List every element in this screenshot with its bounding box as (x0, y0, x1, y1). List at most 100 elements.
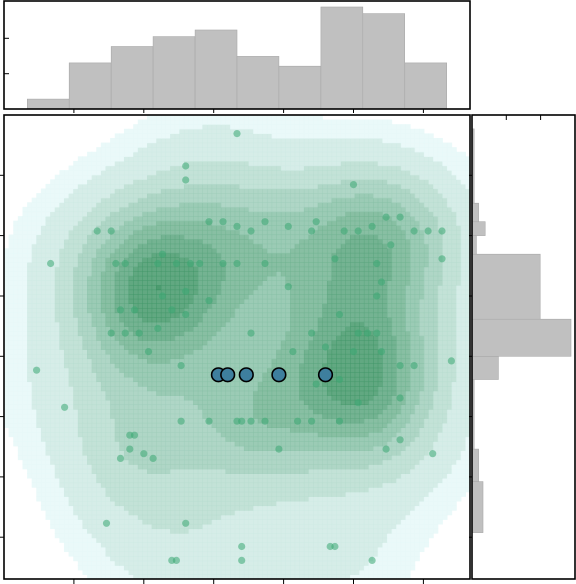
kde-cell (63, 459, 70, 465)
kde-cell (68, 491, 74, 497)
kde-cell (211, 533, 217, 539)
kde-cell (386, 413, 393, 419)
kde-cell (386, 477, 393, 484)
kde-cell (137, 413, 144, 419)
kde-cell (54, 436, 60, 442)
kde-cell (313, 459, 319, 465)
kde-cell (460, 390, 466, 396)
kde-cell (133, 340, 139, 346)
kde-cell (308, 445, 314, 451)
kde-cell (294, 372, 300, 378)
kde-cell (50, 399, 56, 406)
kde-cell (137, 574, 144, 579)
kde-cell (359, 413, 365, 419)
kde-cell (308, 381, 314, 387)
kde-cell (317, 505, 323, 511)
kde-cell (31, 427, 37, 433)
kde-cell (294, 464, 300, 470)
kde-cell (262, 546, 268, 553)
kde-cell (373, 436, 379, 442)
kde-cell (433, 459, 439, 465)
kde-cell (183, 353, 190, 360)
kde-cell (391, 477, 397, 484)
kde-cell (156, 514, 162, 520)
kde-cell (386, 519, 393, 525)
kde-cell (285, 404, 291, 410)
kde-cell (13, 349, 19, 355)
kde-cell (386, 459, 393, 465)
kde-cell (253, 473, 259, 479)
kde-cell (63, 409, 70, 415)
kde-cell (262, 528, 268, 534)
kde-cell (257, 528, 263, 534)
kde-cell (336, 569, 342, 575)
kde-cell (100, 445, 107, 451)
kde-cell (165, 464, 171, 470)
kde-cell (437, 454, 443, 461)
kde-cell (188, 422, 194, 428)
kde-cell (410, 551, 416, 557)
kde-cell (36, 381, 42, 387)
kde-cell (336, 482, 342, 488)
kde-cell (400, 381, 406, 387)
kde-cell (326, 487, 333, 493)
kde-cell (202, 510, 208, 516)
kde-cell (160, 358, 167, 364)
kde-cell (363, 491, 370, 497)
kde-cell (456, 491, 462, 497)
kde-cell (317, 353, 323, 360)
kde-cell (437, 344, 443, 350)
x-hist-bar (404, 62, 447, 110)
kde-cell (294, 560, 300, 566)
kde-cell (243, 381, 250, 387)
kde-cell (276, 344, 282, 350)
kde-cell (133, 523, 139, 530)
kde-cell (40, 363, 47, 369)
kde-cell (299, 422, 305, 428)
kde-cell (4, 340, 10, 346)
kde-cell (137, 487, 144, 493)
kde-cell (211, 491, 217, 497)
kde-cell (216, 546, 222, 553)
kde-cell (437, 427, 443, 433)
kde-cell (354, 556, 360, 562)
kde-cell (400, 510, 406, 516)
kde-cell (345, 477, 351, 484)
kde-cell (257, 399, 263, 406)
kde-cell (410, 409, 416, 415)
kde-cell (142, 376, 148, 383)
kde-cell (294, 344, 300, 350)
kde-cell (271, 510, 277, 516)
kde-cell (405, 542, 411, 548)
kde-cell (77, 340, 84, 346)
kde-cell (193, 491, 199, 497)
kde-cell (382, 450, 388, 456)
kde-cell (442, 363, 448, 369)
kde-cell (428, 482, 434, 488)
kde-cell (68, 505, 74, 511)
kde-cell (391, 565, 397, 571)
kde-cell (165, 477, 171, 484)
kde-cell (290, 569, 296, 575)
kde-cell (239, 450, 245, 456)
kde-cell (207, 335, 213, 341)
kde-cell (326, 510, 333, 516)
kde-cell (22, 372, 28, 378)
kde-cell (147, 496, 153, 502)
kde-cell (391, 353, 397, 360)
kde-cell (354, 528, 360, 534)
kde-cell (442, 505, 448, 511)
kde-cell (105, 482, 111, 488)
kde-cell (386, 560, 393, 566)
kde-cell (183, 565, 190, 571)
kde-cell (248, 335, 254, 341)
kde-cell (419, 533, 425, 539)
kde-cell (156, 519, 162, 525)
kde-cell (248, 427, 254, 433)
kde-cell (147, 353, 153, 360)
kde-cell (211, 413, 217, 419)
kde-cell (63, 546, 70, 553)
kde-cell (13, 404, 19, 410)
kde-cell (248, 363, 254, 369)
kde-cell (340, 464, 347, 470)
